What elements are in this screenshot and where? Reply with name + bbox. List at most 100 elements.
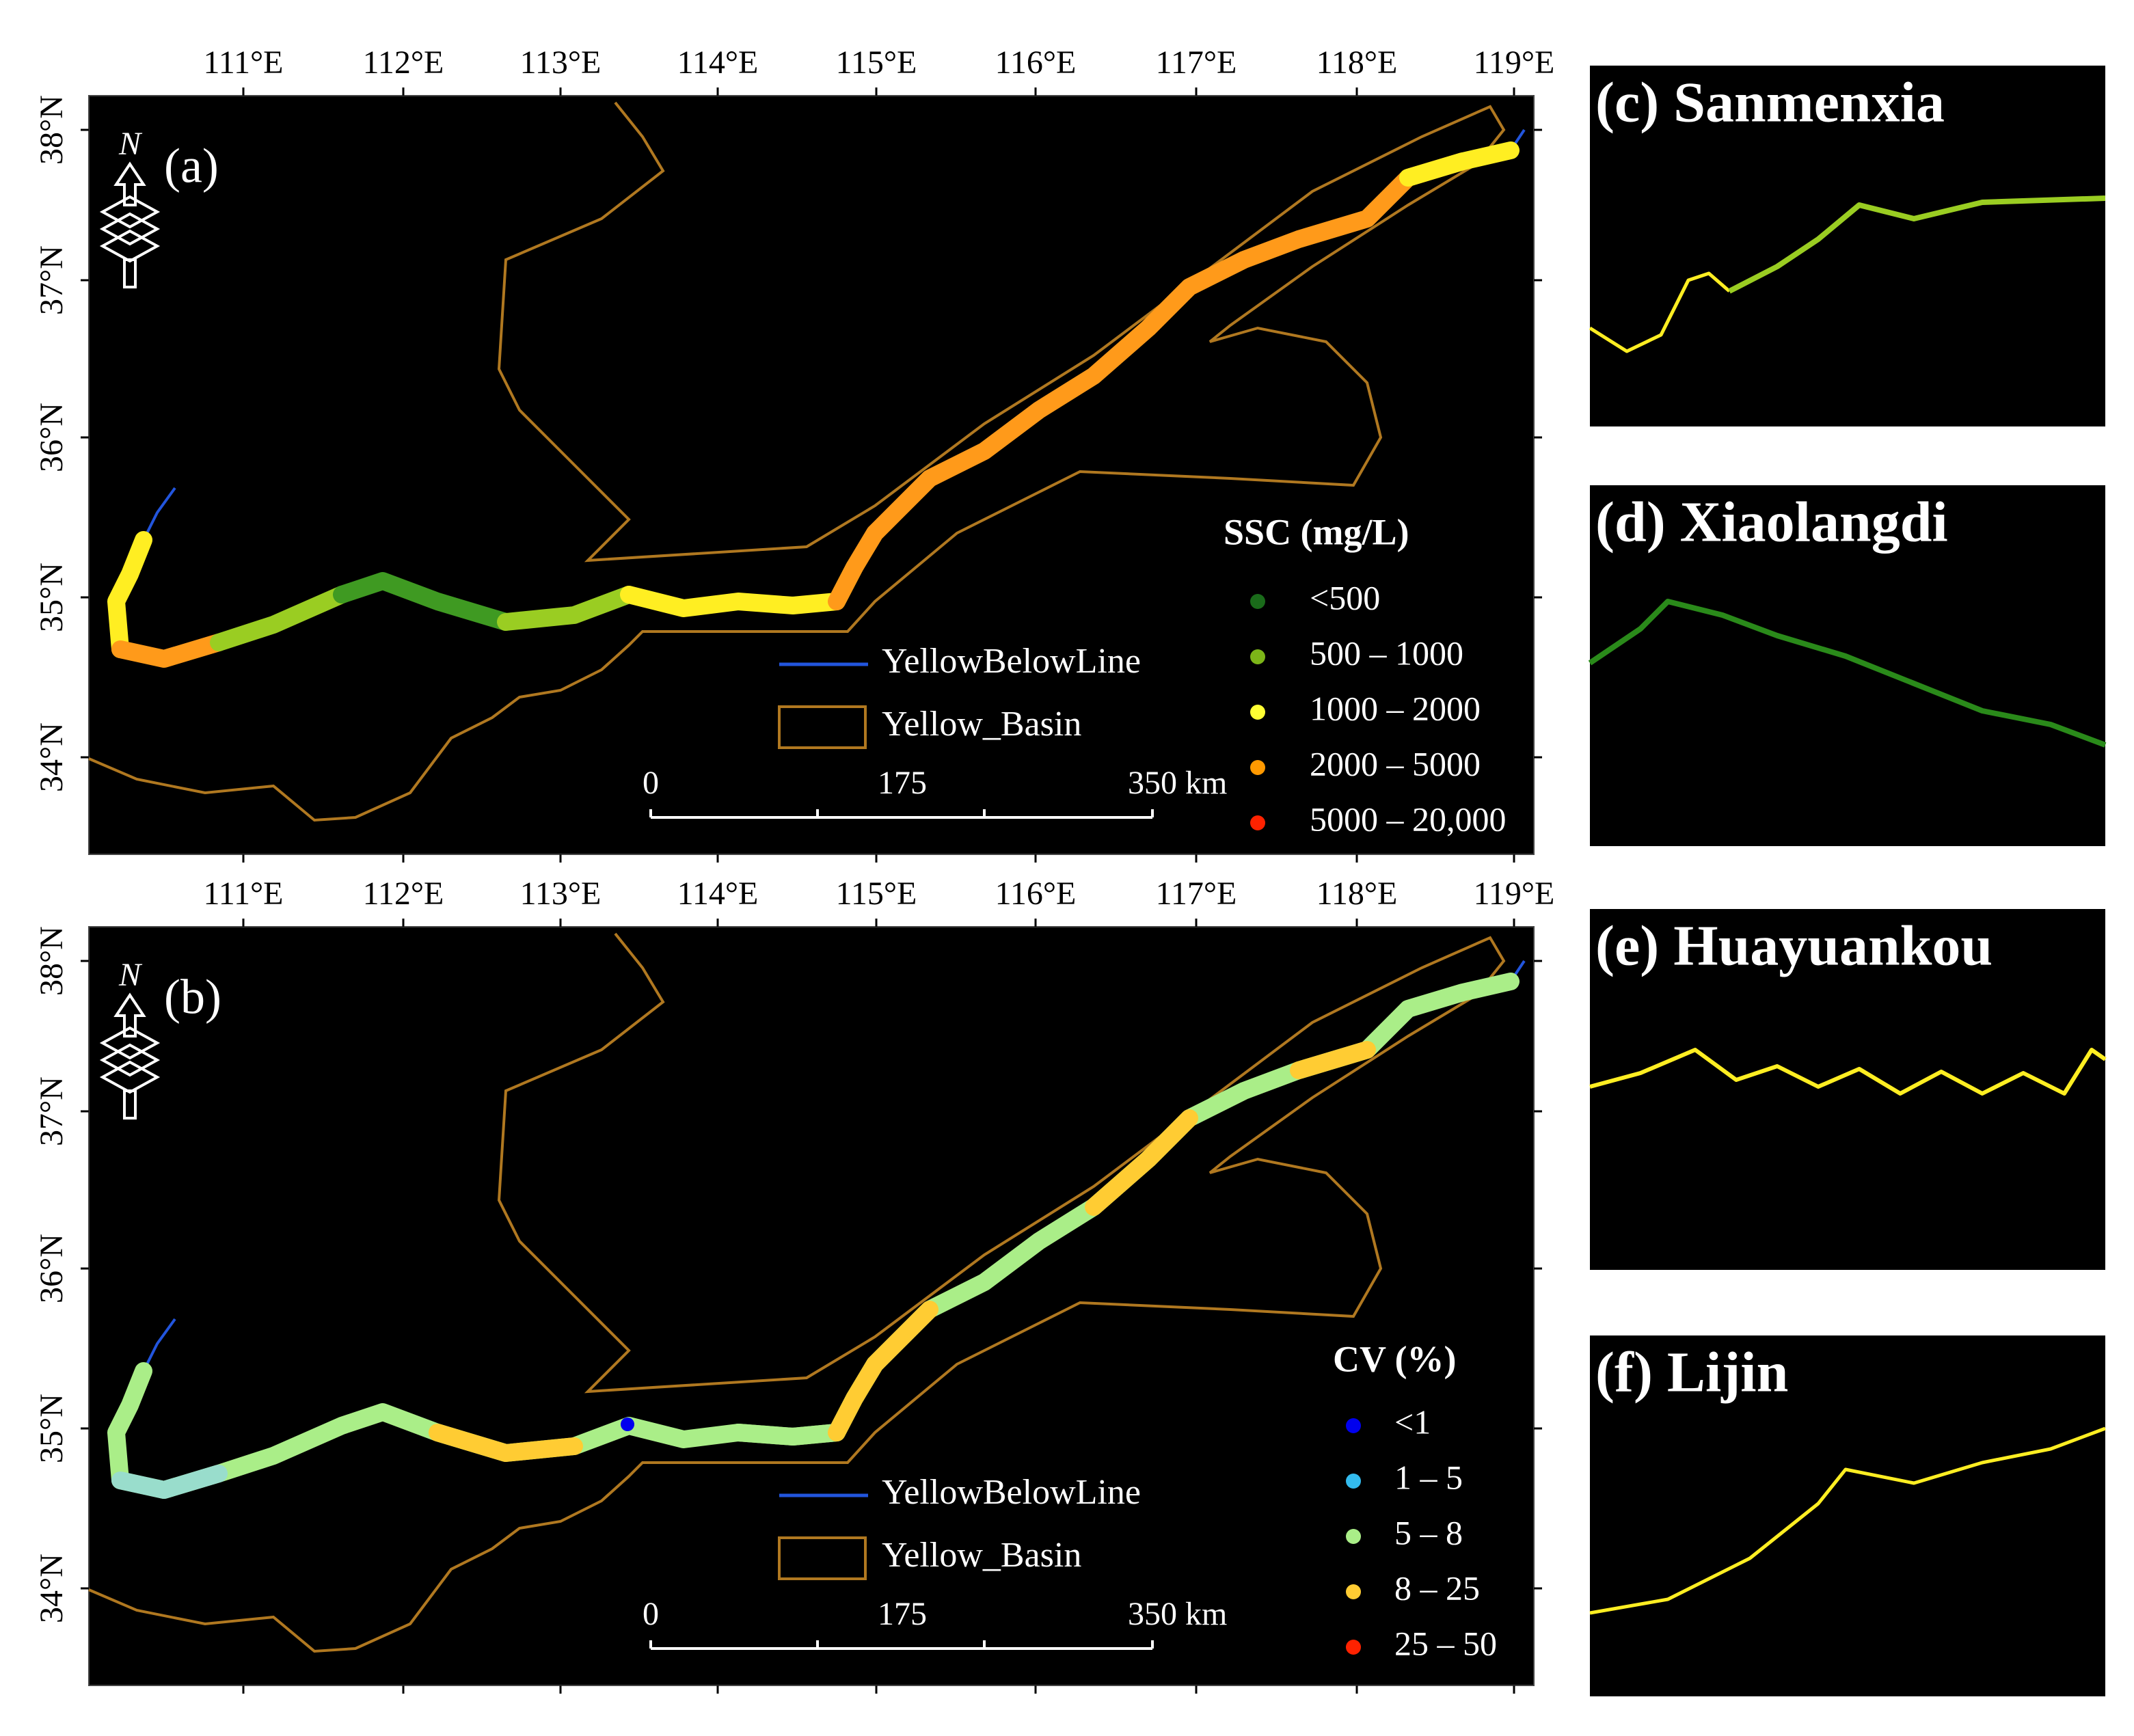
panel-label: (a) — [164, 139, 219, 193]
scale-label: 175 — [878, 1596, 927, 1632]
legend-box — [778, 1536, 867, 1580]
north-icon — [99, 1043, 161, 1077]
x-tick-label: 115°E — [836, 44, 917, 81]
map-frame — [88, 926, 1535, 1686]
x-tick-label: 111°E — [204, 876, 284, 912]
legend-label: <500 — [1310, 578, 1380, 616]
inset-panel: (e) Huayuankou — [1589, 909, 2107, 1270]
river-points — [1290, 1041, 1376, 1079]
legend-dot — [1250, 705, 1265, 720]
inset-frame — [1590, 909, 2105, 1270]
inset-river — [1589, 271, 1731, 353]
river-points — [729, 1424, 846, 1446]
scale-label: 0 — [643, 1596, 659, 1632]
river-points — [1399, 141, 1520, 187]
panel-label: (b) — [164, 970, 221, 1025]
scale-label: 0 — [643, 765, 659, 801]
y-tick-label: 35°N — [33, 562, 70, 632]
map-panel: 111°E 112°E 113°E 114°E 115°E 116°E 117°E 118°E… — [33, 44, 1554, 863]
legend-dot — [1346, 1474, 1361, 1489]
inset-title: (f) Lijin — [1595, 1340, 1788, 1404]
river-points — [111, 1465, 228, 1499]
legend-label: 25 – 50 — [1394, 1624, 1497, 1662]
legend-title: SSC (mg/L) — [1224, 511, 1409, 552]
x-tick-label: 117°E — [1156, 44, 1237, 81]
legend-dot — [1346, 1584, 1361, 1599]
inset-river — [1588, 599, 2107, 748]
y-tick-label: 37°N — [33, 1076, 70, 1146]
inset-frame — [1590, 66, 2105, 426]
river-points — [1085, 1109, 1198, 1216]
legend-dot — [1346, 1640, 1361, 1655]
north-icon — [99, 1026, 161, 1060]
scale-label: 175 — [878, 765, 927, 801]
x-tick-label: 118°E — [1316, 44, 1398, 81]
basin-outline — [88, 932, 1506, 1653]
x-tick-label: 112°E — [363, 876, 444, 912]
y-tick-label: 34°N — [33, 722, 70, 792]
inset-river — [1728, 195, 2106, 294]
y-tick-label: 35°N — [33, 1394, 70, 1463]
legend-title: CV (%) — [1333, 1338, 1456, 1379]
legend-label: YellowBelowLine — [882, 1473, 1141, 1512]
y-tick-label: 37°N — [33, 245, 70, 315]
y-tick-label: 36°N — [33, 1234, 70, 1303]
legend-label: <1 — [1394, 1402, 1431, 1441]
north-icon — [123, 1089, 137, 1120]
legend-box — [778, 705, 867, 749]
legend-dot — [1250, 594, 1265, 609]
x-tick-label: 113°E — [520, 876, 602, 912]
map-frame — [88, 95, 1535, 855]
legend-label: 1 – 5 — [1394, 1458, 1463, 1496]
north-icon — [99, 212, 161, 246]
x-tick-label: 117°E — [1156, 876, 1237, 912]
legend-label: Yellow_Basin — [882, 1536, 1081, 1575]
north-icon — [99, 229, 161, 263]
legend-dot — [1346, 1529, 1361, 1544]
x-tick-label: 119°E — [1474, 44, 1555, 81]
inset-panel: (c) Sanmenxia — [1589, 66, 2106, 426]
river-points — [107, 531, 152, 658]
north-label: N — [118, 126, 143, 162]
north-arrow — [113, 992, 146, 1037]
y-tick-label: 38°N — [33, 95, 70, 165]
scale-label: 350 km — [1128, 1596, 1227, 1632]
legend-label: 1000 – 2000 — [1310, 689, 1481, 727]
legend-label: 2000 – 5000 — [1310, 744, 1481, 783]
river-points — [111, 634, 228, 668]
y-tick-label: 36°N — [33, 403, 70, 472]
inset-frame — [1590, 1335, 2105, 1696]
river-points — [429, 1424, 583, 1462]
legend-label: 5000 – 20,000 — [1310, 800, 1507, 838]
river-line — [142, 487, 176, 541]
legend-label: 500 – 1000 — [1310, 634, 1463, 672]
legend-dot — [1346, 1418, 1361, 1433]
x-tick-label: 114°E — [677, 44, 759, 81]
north-icon — [99, 195, 161, 229]
legend-dot — [1250, 760, 1265, 775]
river-points — [828, 152, 1472, 610]
legend-label: YellowBelowLine — [882, 642, 1141, 681]
inset-title: (d) Xiaolangdi — [1595, 490, 1948, 554]
north-arrow — [113, 161, 146, 206]
inset-panel: (f) Lijin — [1589, 1335, 2106, 1696]
river-point — [621, 1418, 634, 1431]
legend-label: 8 – 25 — [1394, 1569, 1480, 1607]
map-panel: 111°E 112°E 113°E 114°E 115°E 116°E 117°E 118°E… — [33, 876, 1554, 1694]
inset-river — [1589, 1426, 2106, 1615]
legend-label: 5 – 8 — [1394, 1513, 1463, 1551]
basin-outline — [88, 101, 1506, 822]
inset-frame — [1590, 485, 2105, 846]
inset-title: (e) Huayuankou — [1595, 914, 1993, 977]
river-points — [210, 586, 351, 651]
inset-title: (c) Sanmenxia — [1595, 70, 1945, 134]
north-icon — [99, 1060, 161, 1094]
y-tick-label: 38°N — [33, 926, 70, 996]
x-tick-label: 116°E — [995, 876, 1077, 912]
x-tick-label: 112°E — [363, 44, 444, 81]
inset-panel: (d) Xiaolangdi — [1588, 485, 2107, 846]
scale-label: 350 km — [1128, 765, 1227, 801]
x-tick-label: 113°E — [520, 44, 602, 81]
x-tick-label: 116°E — [995, 44, 1077, 81]
